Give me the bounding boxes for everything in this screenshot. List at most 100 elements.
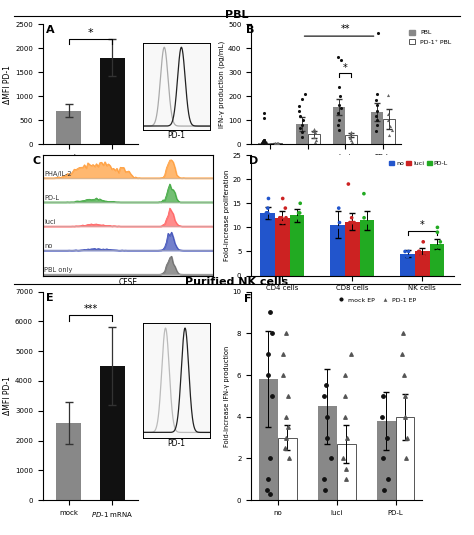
Point [262, 140, 270, 148]
Point [283, 412, 290, 421]
Point [417, 252, 425, 261]
Point [261, 136, 268, 144]
Point [261, 137, 269, 146]
Point [296, 111, 304, 120]
Text: *: * [88, 28, 93, 37]
Point [437, 238, 444, 246]
Point [296, 199, 304, 208]
Point [360, 213, 368, 222]
Point [340, 454, 347, 463]
Point [341, 371, 348, 379]
Point [334, 52, 342, 61]
Point [343, 433, 351, 442]
Text: B: B [246, 25, 254, 35]
Point [401, 412, 409, 421]
Point [341, 412, 348, 421]
Point [284, 392, 292, 400]
Point [345, 180, 352, 188]
Point [401, 371, 408, 379]
Point [405, 257, 412, 265]
X-axis label: PD-1: PD-1 [168, 132, 186, 140]
Y-axis label: ΔMFI PD-1: ΔMFI PD-1 [3, 65, 12, 104]
Point [403, 252, 411, 261]
Point [295, 209, 302, 217]
Point [335, 126, 343, 134]
Point [282, 204, 289, 212]
Point [263, 209, 271, 217]
Point [291, 213, 299, 222]
Point [348, 218, 356, 227]
Bar [429, 244, 444, 276]
Point [348, 137, 356, 146]
Text: no: no [45, 243, 53, 249]
Bar [345, 221, 360, 276]
Text: ***: *** [83, 304, 98, 314]
Point [260, 109, 268, 118]
Point [383, 433, 391, 442]
Point [335, 109, 342, 118]
Point [310, 133, 318, 141]
Point [372, 127, 380, 135]
Point [343, 475, 350, 484]
Text: *: * [420, 220, 425, 230]
Point [346, 130, 354, 139]
Point [374, 89, 381, 98]
Point [336, 92, 343, 101]
Y-axis label: ΔMFI PD-1: ΔMFI PD-1 [3, 377, 12, 415]
Point [264, 475, 272, 484]
Point [264, 486, 271, 494]
Point [403, 252, 411, 261]
Point [321, 486, 329, 494]
Point [273, 138, 281, 147]
Point [432, 242, 440, 251]
Point [385, 131, 392, 140]
Text: C: C [32, 156, 41, 166]
Text: D: D [249, 156, 258, 166]
Point [260, 135, 268, 144]
Point [346, 218, 354, 227]
Legend: mock EP, PD-1 EP: mock EP, PD-1 EP [332, 295, 419, 305]
Point [310, 127, 317, 135]
Point [360, 189, 368, 198]
Point [373, 106, 380, 115]
Text: E: E [46, 293, 54, 303]
Point [416, 247, 423, 256]
Point [267, 213, 274, 222]
Text: PHA/IL-2: PHA/IL-2 [45, 171, 72, 177]
Point [386, 121, 393, 130]
Text: PD-L: PD-L [45, 195, 59, 201]
Point [364, 218, 372, 227]
Legend: no, luci, PD-L: no, luci, PD-L [387, 158, 450, 169]
Point [327, 454, 335, 463]
Point [334, 247, 341, 256]
Text: PBL: PBL [225, 10, 249, 20]
Y-axis label: Fold-increase proliferation: Fold-increase proliferation [224, 170, 230, 261]
Point [401, 392, 409, 400]
Point [298, 133, 306, 141]
Point [296, 209, 303, 217]
Point [398, 350, 405, 358]
Point [301, 89, 309, 98]
Point [322, 381, 330, 389]
Point [405, 247, 412, 256]
Point [348, 218, 356, 227]
Point [342, 464, 350, 473]
Point [295, 102, 303, 110]
Bar [360, 220, 374, 276]
Point [364, 218, 372, 227]
Y-axis label: IFN-γ production (pg/mL): IFN-γ production (pg/mL) [219, 41, 225, 128]
Point [403, 433, 410, 442]
Point [333, 223, 340, 232]
Point [279, 218, 287, 227]
Point [362, 218, 370, 227]
Point [264, 350, 272, 358]
Bar [100, 58, 125, 144]
Point [279, 194, 286, 203]
Point [271, 139, 279, 147]
Point [401, 247, 409, 256]
Point [342, 392, 349, 400]
Point [404, 252, 411, 261]
Bar [260, 213, 275, 276]
Point [374, 28, 382, 37]
Bar [318, 407, 337, 500]
